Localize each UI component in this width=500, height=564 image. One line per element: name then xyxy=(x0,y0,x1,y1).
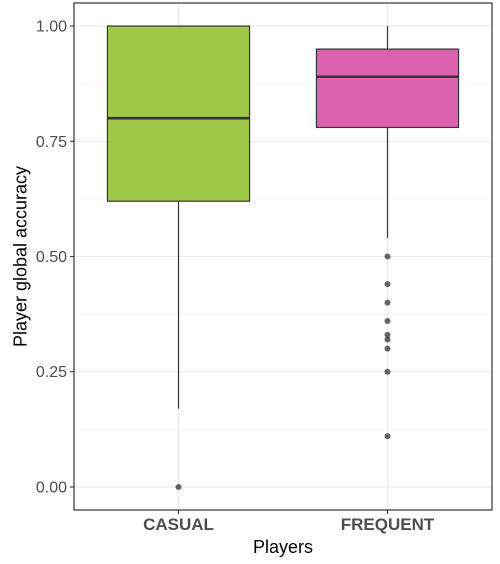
y-tick-label: 0.00 xyxy=(36,479,67,496)
box-iqr xyxy=(315,48,460,129)
x-axis-title: Players xyxy=(253,537,313,557)
x-tick-label-casual: CASUAL xyxy=(143,515,214,534)
x-tick-label-frequent: FREQUENT xyxy=(341,515,435,534)
outlier-point xyxy=(384,433,391,440)
y-tick-label: 1.00 xyxy=(36,19,67,36)
outlier-point xyxy=(384,331,391,338)
outlier-point xyxy=(384,336,391,343)
box-casual xyxy=(106,25,251,490)
outlier-point xyxy=(384,345,391,352)
outlier-point xyxy=(175,483,182,490)
y-tick-label: 0.25 xyxy=(36,364,67,381)
box-frequent xyxy=(315,26,460,440)
outlier-point xyxy=(384,318,391,325)
boxes xyxy=(106,25,460,490)
outlier-point xyxy=(384,253,391,260)
outlier-point xyxy=(384,299,391,306)
y-tick-label: 0.75 xyxy=(36,134,67,151)
outlier-point xyxy=(384,368,391,375)
y-axis-title: Player global accuracy xyxy=(10,166,30,347)
y-tick-label: 0.50 xyxy=(36,249,67,266)
outlier-point xyxy=(384,281,391,288)
x-axis-ticks: CASUAL FREQUENT xyxy=(143,510,435,534)
y-axis-ticks: 0.00 0.25 0.50 0.75 1.00 xyxy=(36,19,74,496)
box-iqr xyxy=(106,25,251,202)
